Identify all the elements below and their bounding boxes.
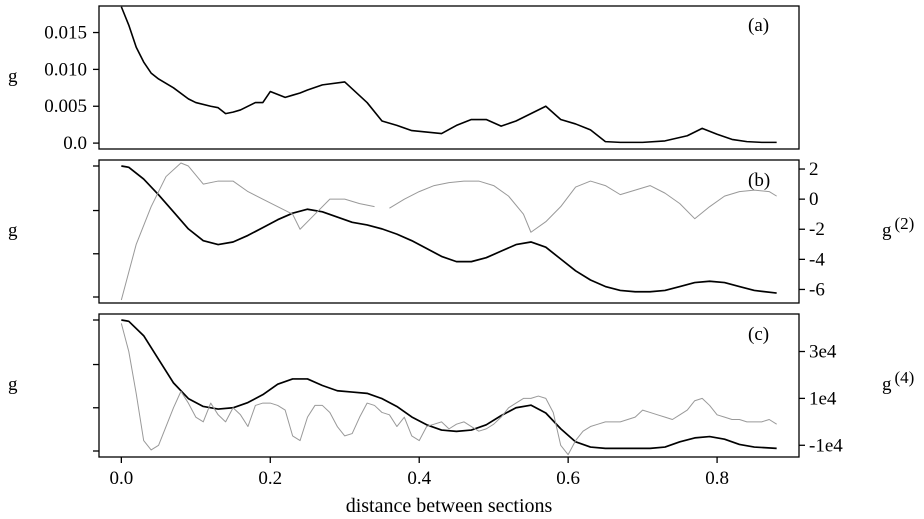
x-tick-label: 0.6: [556, 468, 580, 489]
y-tick-label-right: -4: [809, 249, 825, 270]
panel-c-label: (c): [748, 324, 769, 345]
panel-c-ylabel-right-base: g: [882, 374, 892, 395]
panel-a-ylabel: g: [8, 66, 18, 87]
y-tick-label-right: -6: [809, 279, 825, 300]
panel-b-label: (b): [748, 170, 770, 191]
panel-c-ylabel: g: [8, 374, 18, 395]
y-tick-label-right: 2: [809, 159, 819, 180]
series-line: [121, 319, 777, 450]
y-tick-label: 0.005: [44, 96, 87, 117]
series-line: [120, 6, 777, 144]
y-tick-label: 0.0: [63, 133, 87, 154]
panel-b-frame: [98, 159, 800, 304]
panel-b-ylabel-right-base: g: [882, 220, 892, 241]
y-tick-label-right: -2: [809, 219, 825, 240]
panel-c-ylabel-right: g (4): [882, 368, 914, 395]
series-line: [389, 180, 777, 233]
lines-layer: [120, 6, 777, 456]
x-tick-label: 0.0: [109, 468, 133, 489]
ticks-layer: 0.0 0.2 0.4 0.6 0.8 0.0 0.005 0.010 0.015 2 0 -2 -4 -…: [44, 23, 843, 489]
x-axis-label: distance between sections: [346, 495, 553, 517]
series-line: [121, 165, 777, 294]
y-tick-label-right: 3e4: [809, 342, 837, 363]
x-tick-label: 0.4: [407, 468, 431, 489]
panel-a-label: (a): [748, 15, 769, 36]
panel-b-ylabel-right-superscript: (2): [895, 214, 915, 233]
series-line: [120, 162, 375, 301]
panel-b-ylabel: g: [8, 220, 18, 241]
panel-c-frame: [98, 313, 800, 458]
y-tick-label-right: 0: [809, 189, 819, 210]
panel-a-frame: [98, 5, 800, 150]
panel-b-ylabel-right: g (2): [882, 214, 914, 241]
y-tick-label-right: -1e4: [809, 435, 843, 456]
x-tick-label: 0.8: [705, 468, 729, 489]
series-line: [120, 323, 777, 456]
y-tick-label: 0.015: [44, 23, 87, 44]
y-tick-label: 0.010: [44, 59, 87, 80]
x-tick-label: 0.2: [258, 468, 282, 489]
y-tick-label-right: 1e4: [809, 388, 837, 409]
panel-c-ylabel-right-superscript: (4): [895, 368, 915, 387]
